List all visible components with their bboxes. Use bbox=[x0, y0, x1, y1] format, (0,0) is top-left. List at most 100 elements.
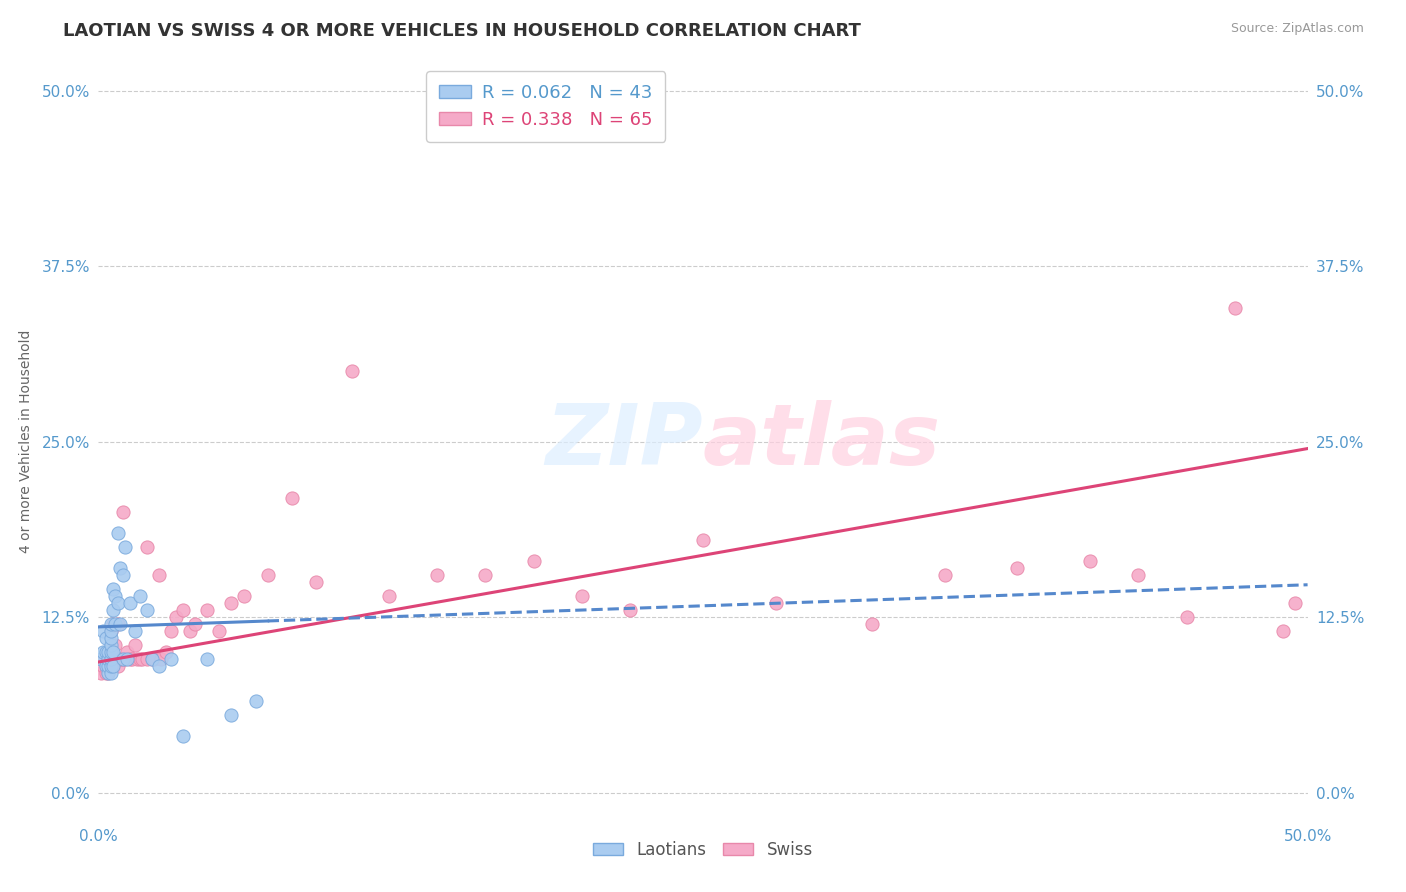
Point bbox=[91, 624, 114, 639]
Point bbox=[232, 589, 254, 603]
Point bbox=[108, 617, 131, 632]
Point bbox=[179, 624, 201, 639]
Text: atlas: atlas bbox=[703, 400, 941, 483]
Point bbox=[101, 652, 124, 666]
Point bbox=[160, 624, 183, 639]
Point bbox=[256, 568, 278, 582]
Point bbox=[124, 638, 146, 652]
Point bbox=[195, 652, 218, 666]
Point bbox=[94, 659, 117, 673]
Point bbox=[104, 652, 127, 666]
Legend: Laotians, Swiss: Laotians, Swiss bbox=[586, 834, 820, 865]
Point bbox=[148, 659, 170, 673]
Point bbox=[571, 589, 593, 603]
Point bbox=[100, 645, 122, 659]
Point bbox=[474, 568, 496, 582]
Point bbox=[124, 624, 146, 639]
Point bbox=[1175, 610, 1198, 624]
Point bbox=[97, 659, 120, 673]
Point bbox=[692, 533, 714, 547]
Point bbox=[1007, 561, 1029, 575]
Point bbox=[101, 603, 124, 617]
Point bbox=[305, 574, 328, 589]
Point bbox=[101, 659, 124, 673]
Point bbox=[100, 631, 122, 645]
Point bbox=[90, 652, 112, 666]
Point bbox=[107, 596, 129, 610]
Point bbox=[118, 596, 141, 610]
Y-axis label: 4 or more Vehicles in Household: 4 or more Vehicles in Household bbox=[20, 330, 34, 553]
Point bbox=[107, 659, 129, 673]
Point bbox=[91, 652, 114, 666]
Point bbox=[523, 554, 546, 568]
Point bbox=[195, 603, 218, 617]
Point bbox=[131, 652, 153, 666]
Point bbox=[172, 603, 194, 617]
Point bbox=[108, 561, 131, 575]
Point bbox=[118, 652, 141, 666]
Point bbox=[117, 645, 139, 659]
Point bbox=[114, 540, 136, 554]
Point bbox=[141, 652, 163, 666]
Point bbox=[100, 624, 122, 639]
Point bbox=[141, 652, 163, 666]
Point bbox=[97, 666, 120, 681]
Point bbox=[221, 708, 243, 723]
Point bbox=[143, 652, 166, 666]
Point bbox=[94, 666, 117, 681]
Text: ZIP: ZIP bbox=[546, 400, 703, 483]
Point bbox=[426, 568, 449, 582]
Point bbox=[111, 652, 134, 666]
Point bbox=[114, 652, 136, 666]
Point bbox=[208, 624, 231, 639]
Point bbox=[97, 652, 120, 666]
Point bbox=[221, 596, 243, 610]
Point bbox=[135, 540, 157, 554]
Point bbox=[100, 645, 122, 659]
Point bbox=[135, 603, 157, 617]
Point bbox=[90, 666, 112, 681]
Text: LAOTIAN VS SWISS 4 OR MORE VEHICLES IN HOUSEHOLD CORRELATION CHART: LAOTIAN VS SWISS 4 OR MORE VEHICLES IN H… bbox=[63, 22, 860, 40]
Point bbox=[111, 568, 134, 582]
Point bbox=[97, 659, 120, 673]
Point bbox=[107, 617, 129, 632]
Point bbox=[100, 652, 122, 666]
Point bbox=[184, 617, 207, 632]
Point bbox=[148, 568, 170, 582]
Point bbox=[101, 659, 124, 673]
Point bbox=[104, 589, 127, 603]
Point bbox=[101, 617, 124, 632]
Point bbox=[377, 589, 399, 603]
Point bbox=[111, 505, 134, 519]
Point bbox=[765, 596, 787, 610]
Point bbox=[1078, 554, 1101, 568]
Point bbox=[121, 652, 143, 666]
Point bbox=[100, 659, 122, 673]
Point bbox=[150, 652, 173, 666]
Point bbox=[342, 364, 364, 378]
Point bbox=[101, 645, 124, 659]
Point bbox=[128, 652, 150, 666]
Point bbox=[160, 652, 183, 666]
Point bbox=[107, 525, 129, 540]
Point bbox=[100, 638, 122, 652]
Point bbox=[108, 652, 131, 666]
Point bbox=[94, 652, 117, 666]
Point bbox=[135, 652, 157, 666]
Point bbox=[101, 582, 124, 596]
Point bbox=[1272, 624, 1295, 639]
Point bbox=[281, 491, 304, 505]
Text: Source: ZipAtlas.com: Source: ZipAtlas.com bbox=[1230, 22, 1364, 36]
Point bbox=[128, 589, 150, 603]
Point bbox=[172, 730, 194, 744]
Point bbox=[108, 652, 131, 666]
Point bbox=[111, 652, 134, 666]
Point bbox=[934, 568, 956, 582]
Point bbox=[100, 617, 122, 632]
Point bbox=[91, 645, 114, 659]
Point bbox=[97, 645, 120, 659]
Point bbox=[245, 694, 267, 708]
Point bbox=[860, 617, 883, 632]
Point bbox=[100, 666, 122, 681]
Point bbox=[1223, 301, 1246, 315]
